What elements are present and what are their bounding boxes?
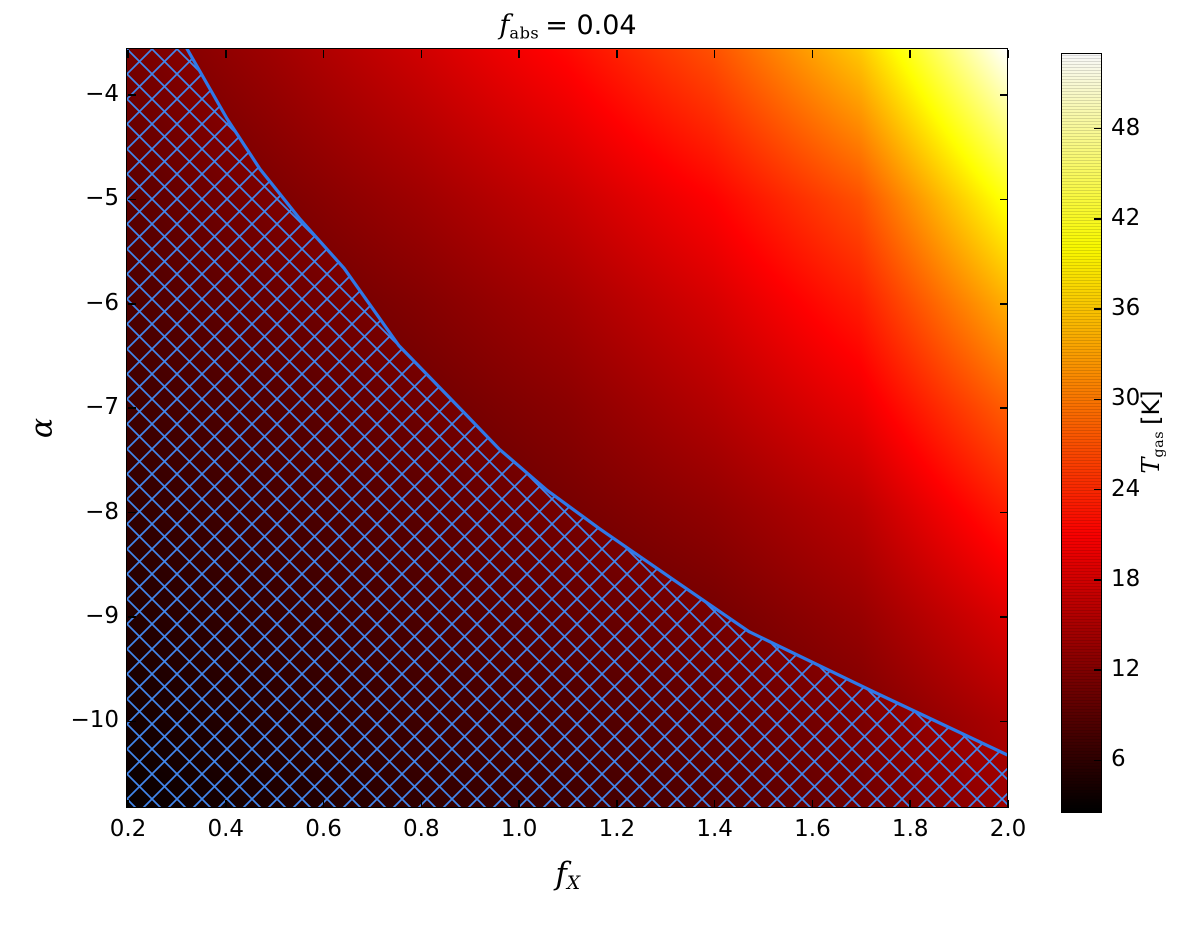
x-tick-bottom (322, 800, 325, 808)
contour-line (185, 49, 1008, 757)
x-tick-label: 1.4 (696, 816, 733, 842)
x-tick-label: 1.8 (891, 816, 929, 842)
colorbar-tick (1094, 759, 1102, 762)
colorbar-tick (1094, 308, 1102, 310)
y-tick-right (1000, 302, 1008, 305)
y-tick-left (128, 198, 136, 201)
colorbar-tick-label: 6 (1111, 746, 1126, 773)
y-tick-label: −4 (85, 80, 119, 107)
x-tick-top (713, 50, 716, 58)
colorbar-tick-label: 36 (1111, 295, 1141, 322)
y-tick-left (128, 302, 136, 305)
colorbar-tick (1094, 669, 1102, 671)
x-tick-bottom (713, 800, 716, 808)
x-tick-top (127, 50, 129, 58)
plot-area (126, 48, 1009, 809)
x-tick-label: 0.2 (109, 816, 147, 842)
x-tick-label: 2.0 (989, 816, 1027, 842)
colorbar-label: Tgas [K] (1137, 390, 1167, 473)
colorbar-tick-label: 42 (1111, 204, 1141, 231)
y-tick-left (128, 616, 136, 618)
x-tick-bottom (224, 800, 227, 808)
y-tick-label: −10 (70, 707, 119, 734)
y-tick-left (128, 407, 136, 409)
colorbar-tick-label: 12 (1111, 656, 1141, 683)
y-tick-label: −7 (85, 394, 119, 421)
y-axis-label: α (24, 417, 60, 439)
plot-title: fabs = 0.04 (128, 10, 1008, 43)
y-tick-left (128, 720, 136, 723)
colorbar-tick (1094, 218, 1102, 220)
hatch-overlay-svg (127, 49, 1008, 808)
x-tick-top (420, 50, 423, 58)
colorbar-unit: [K] (1136, 390, 1165, 425)
colorbar-tick (1094, 398, 1102, 401)
x-tick-top (616, 50, 618, 58)
y-tick-right (1000, 94, 1008, 96)
colorbar-tick (1094, 127, 1102, 130)
colorbar-tick-label: 18 (1111, 565, 1141, 592)
x-tick-top (224, 50, 227, 58)
title-value: = 0.04 (545, 10, 637, 41)
y-tick-label: −5 (85, 185, 119, 212)
x-tick-bottom (811, 800, 814, 808)
y-tick-label: −9 (85, 602, 119, 629)
y-tick-right (1000, 616, 1008, 618)
y-tick-left (128, 511, 136, 514)
x-tick-label: 1.0 (500, 816, 538, 842)
x-tick-label: 0.4 (207, 816, 245, 842)
colorbar-tick (1094, 488, 1102, 491)
colorbar (1061, 53, 1103, 814)
colorbar-canvas (1062, 54, 1102, 813)
y-tick-right (1000, 198, 1008, 201)
y-tick-right (1000, 720, 1008, 723)
y-tick-label: −8 (85, 498, 119, 525)
x-tick-label: 1.6 (794, 816, 831, 842)
x-tick-top (1007, 50, 1009, 58)
x-axis-label: fX (128, 856, 1008, 894)
colorbar-subscript: gas (1151, 430, 1168, 458)
x-axis-variable: f (555, 856, 567, 892)
y-tick-right (1000, 511, 1008, 514)
y-tick-right (1000, 407, 1008, 409)
x-tick-bottom (909, 800, 912, 808)
colorbar-tick-label: 24 (1111, 475, 1141, 502)
colorbar-variable: T (1136, 457, 1165, 474)
x-axis-subscript: X (566, 873, 581, 895)
colorbar-tick (1094, 579, 1102, 581)
y-tick-left (128, 94, 136, 96)
title-subscript: abs (509, 23, 540, 43)
x-tick-label: 0.8 (403, 816, 440, 842)
x-tick-bottom (518, 800, 520, 808)
x-tick-bottom (1007, 800, 1009, 808)
x-tick-label: 0.6 (305, 816, 342, 842)
colorbar-tick-label: 30 (1111, 385, 1141, 412)
x-tick-top (909, 50, 912, 58)
y-tick-label: −6 (85, 289, 119, 316)
x-tick-top (811, 50, 814, 58)
x-tick-bottom (420, 800, 423, 808)
x-tick-bottom (127, 800, 129, 808)
x-tick-top (518, 50, 520, 58)
x-tick-label: 1.2 (598, 816, 636, 842)
colorbar-tick-label: 48 (1111, 114, 1141, 141)
title-variable: f (499, 10, 510, 41)
x-tick-top (322, 50, 325, 58)
hatched-region (127, 49, 1008, 808)
x-tick-bottom (616, 800, 618, 808)
